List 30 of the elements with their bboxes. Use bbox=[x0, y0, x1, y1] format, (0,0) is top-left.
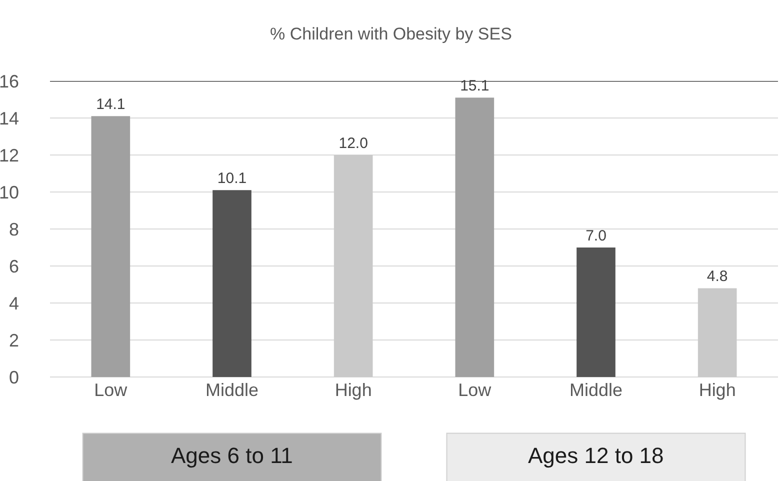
data-label: 7.0 bbox=[586, 228, 606, 244]
bar bbox=[212, 190, 252, 377]
y-tick-label: 14 bbox=[0, 108, 19, 128]
bar bbox=[576, 248, 616, 377]
y-tick-label: 4 bbox=[8, 293, 19, 314]
y-tick-label: 12 bbox=[0, 145, 19, 166]
x-tick-label: Middle bbox=[569, 380, 623, 400]
bar bbox=[455, 98, 494, 377]
data-label: 12.0 bbox=[338, 135, 368, 152]
data-label: 4.8 bbox=[706, 268, 728, 286]
x-tick-label: Low bbox=[94, 380, 128, 400]
bar bbox=[698, 288, 737, 377]
y-tick-label: 16 bbox=[0, 71, 19, 92]
y-tick-label: 2 bbox=[8, 330, 19, 350]
data-label: 15.1 bbox=[460, 78, 490, 95]
bar bbox=[334, 155, 373, 377]
x-tick-label: High bbox=[698, 380, 736, 400]
x-tick-label: High bbox=[334, 380, 372, 400]
x-tick-label: Low bbox=[458, 380, 492, 400]
y-tick-label: 10 bbox=[0, 182, 19, 202]
x-tick-label: Middle bbox=[205, 380, 259, 400]
text: Ages 6 to 11 bbox=[171, 443, 293, 468]
bar bbox=[91, 116, 130, 377]
y-tick-label: 6 bbox=[8, 256, 19, 276]
chart-title: % Children with Obesity by SES bbox=[270, 24, 512, 44]
text: Ages 12 to 18 bbox=[528, 443, 664, 468]
data-label: 14.1 bbox=[96, 96, 126, 114]
y-tick-label: 0 bbox=[8, 367, 19, 388]
data-label: 10.1 bbox=[217, 170, 247, 188]
y-tick-label: 8 bbox=[8, 219, 19, 240]
